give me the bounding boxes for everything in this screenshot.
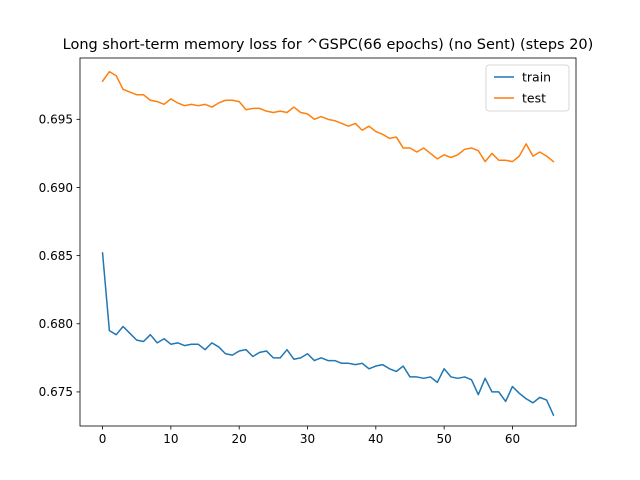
axes: 0 10 20 30 40 50 60 0.675 0.680 0.685 0.690 0.695 <box>39 57 577 446</box>
y-tick-label: 0.690 <box>39 181 73 195</box>
series-line-train <box>101 252 555 417</box>
y-tick-label: 0.680 <box>39 317 73 331</box>
plot-area <box>101 70 555 417</box>
series-line-test <box>101 70 555 163</box>
x-tick-label: 0 <box>99 432 107 446</box>
x-tick-label: 40 <box>368 432 383 446</box>
axes-frame <box>79 57 577 427</box>
legend-label-train: train <box>522 70 551 85</box>
legend: train test <box>485 64 570 112</box>
x-tick-label: 30 <box>300 432 315 446</box>
legend-label-test: test <box>522 91 546 106</box>
x-tick-label: 60 <box>505 432 520 446</box>
y-tick-label: 0.685 <box>39 249 73 263</box>
x-tick-label: 50 <box>437 432 452 446</box>
x-tick-label: 10 <box>163 432 178 446</box>
y-tick-label: 0.695 <box>39 113 73 127</box>
x-tick-label: 20 <box>232 432 247 446</box>
chart-title: Long short-term memory loss for ^GSPC(66… <box>63 37 594 53</box>
y-tick-label: 0.675 <box>39 385 73 399</box>
